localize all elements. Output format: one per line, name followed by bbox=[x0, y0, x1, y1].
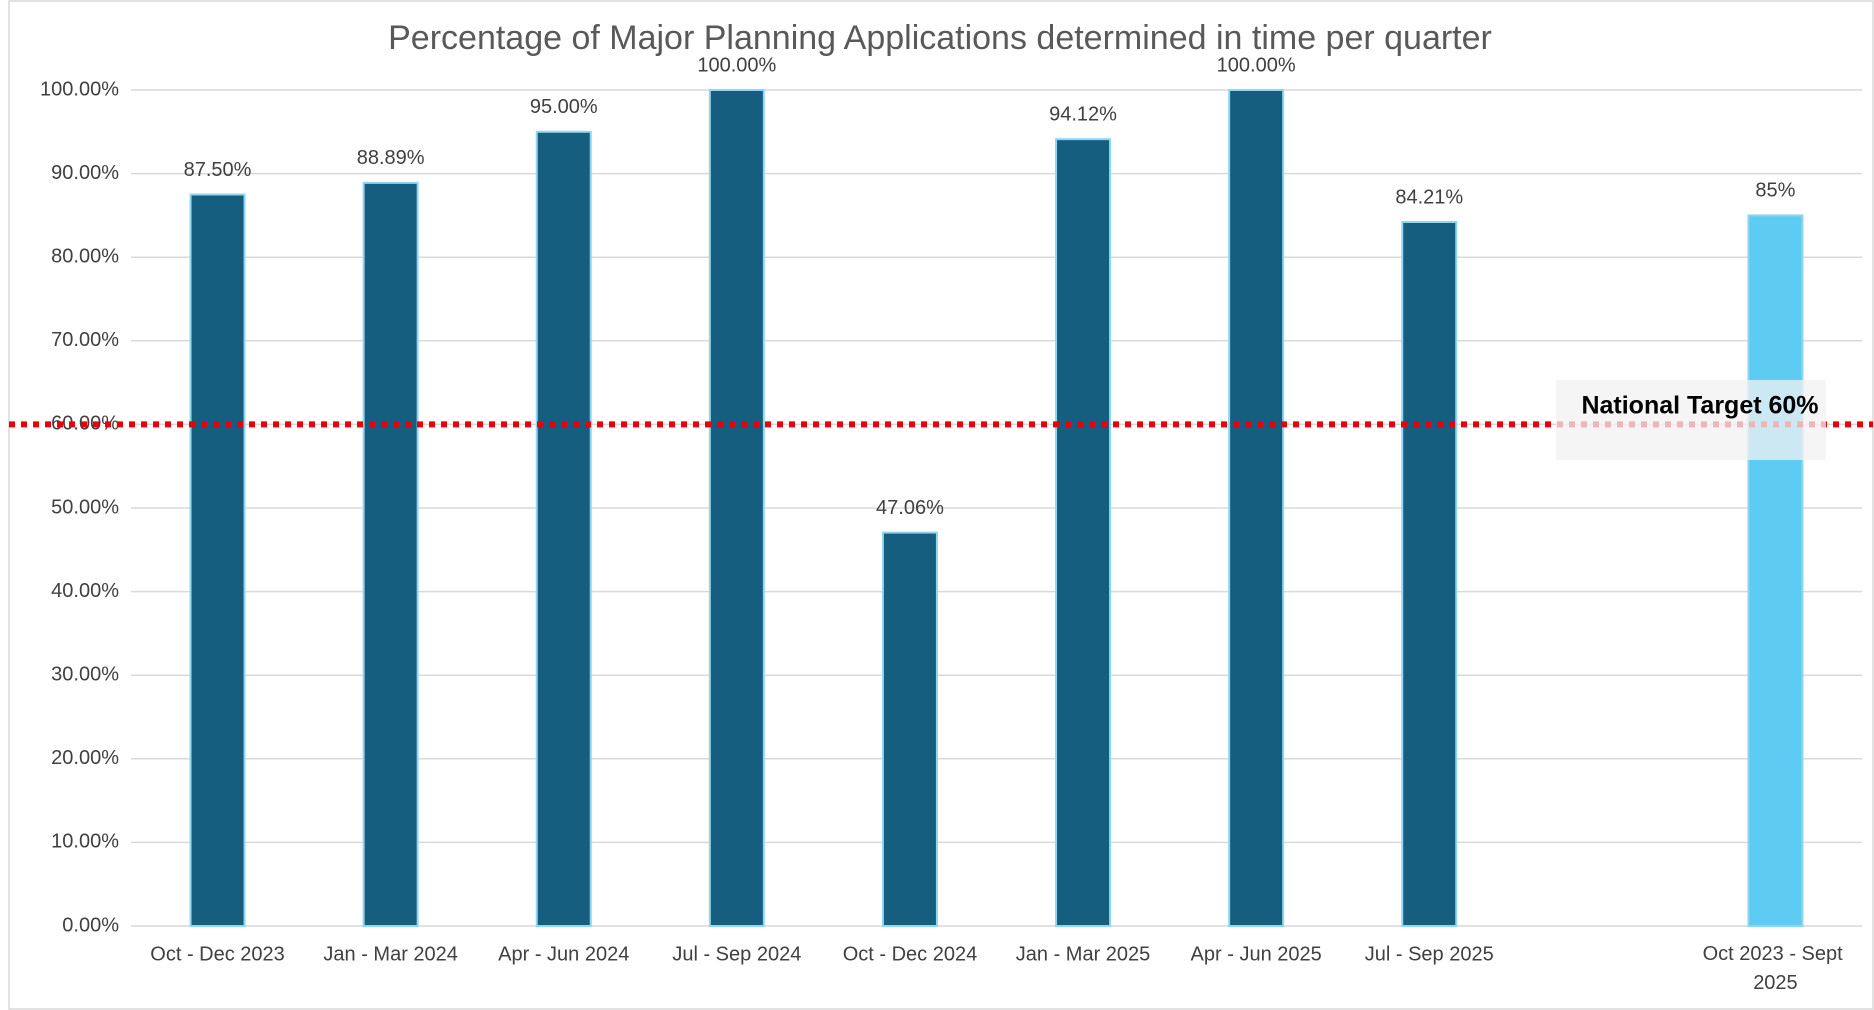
bar bbox=[1747, 214, 1804, 927]
y-tick-label: 20.00% bbox=[51, 747, 119, 769]
target-label-box bbox=[1556, 380, 1826, 460]
data-label: 100.00% bbox=[1217, 54, 1296, 76]
y-tick-label: 50.00% bbox=[51, 496, 119, 518]
x-tick-label: Oct - Dec 2023 bbox=[150, 943, 285, 965]
y-tick-label: 40.00% bbox=[51, 580, 119, 602]
data-label: 87.50% bbox=[184, 159, 252, 181]
bar bbox=[881, 531, 938, 928]
x-tick-label-line: 2025 bbox=[1753, 972, 1798, 994]
bar bbox=[1401, 221, 1458, 927]
y-tick-label: 90.00% bbox=[51, 162, 119, 184]
bar bbox=[708, 89, 765, 927]
x-tick-label: Oct 2023 - Sept 2025 bbox=[1703, 943, 1849, 994]
chart-title: Percentage of Major Planning Application… bbox=[388, 19, 1492, 57]
data-label: 94.12% bbox=[1049, 103, 1117, 125]
data-label: 100.00% bbox=[697, 54, 776, 76]
y-tick-label: 80.00% bbox=[51, 245, 119, 267]
y-tick-label: 70.00% bbox=[51, 329, 119, 351]
x-tick-label: Apr - Jun 2025 bbox=[1191, 943, 1322, 965]
bar bbox=[1228, 89, 1285, 927]
x-tick-label: Jul - Sep 2025 bbox=[1365, 943, 1494, 965]
bar bbox=[189, 193, 246, 927]
x-tick-label: Apr - Jun 2024 bbox=[498, 943, 629, 965]
data-label: 85% bbox=[1755, 180, 1795, 202]
x-tick-label: Jan - Mar 2024 bbox=[323, 943, 458, 965]
y-tick-label: 10.00% bbox=[51, 831, 119, 853]
x-tick-label-line: Oct 2023 - Sept bbox=[1703, 943, 1849, 965]
data-label: 84.21% bbox=[1395, 186, 1463, 208]
target-label: National Target 60% bbox=[1581, 392, 1818, 420]
x-tick-label: Jan - Mar 2025 bbox=[1016, 943, 1151, 965]
chart-border bbox=[8, 0, 1874, 1010]
y-tick-label: 0.00% bbox=[62, 914, 119, 936]
data-label: 47.06% bbox=[876, 497, 944, 519]
data-label: 88.89% bbox=[357, 147, 425, 169]
x-tick-label: Oct - Dec 2024 bbox=[843, 943, 978, 965]
x-tick-label: Jul - Sep 2024 bbox=[672, 943, 801, 965]
bar bbox=[535, 130, 592, 928]
bar bbox=[362, 181, 419, 928]
y-tick-label: 30.00% bbox=[51, 663, 119, 685]
data-label: 95.00% bbox=[530, 96, 598, 118]
y-tick-label: 100.00% bbox=[40, 78, 119, 100]
bar bbox=[1055, 138, 1112, 927]
